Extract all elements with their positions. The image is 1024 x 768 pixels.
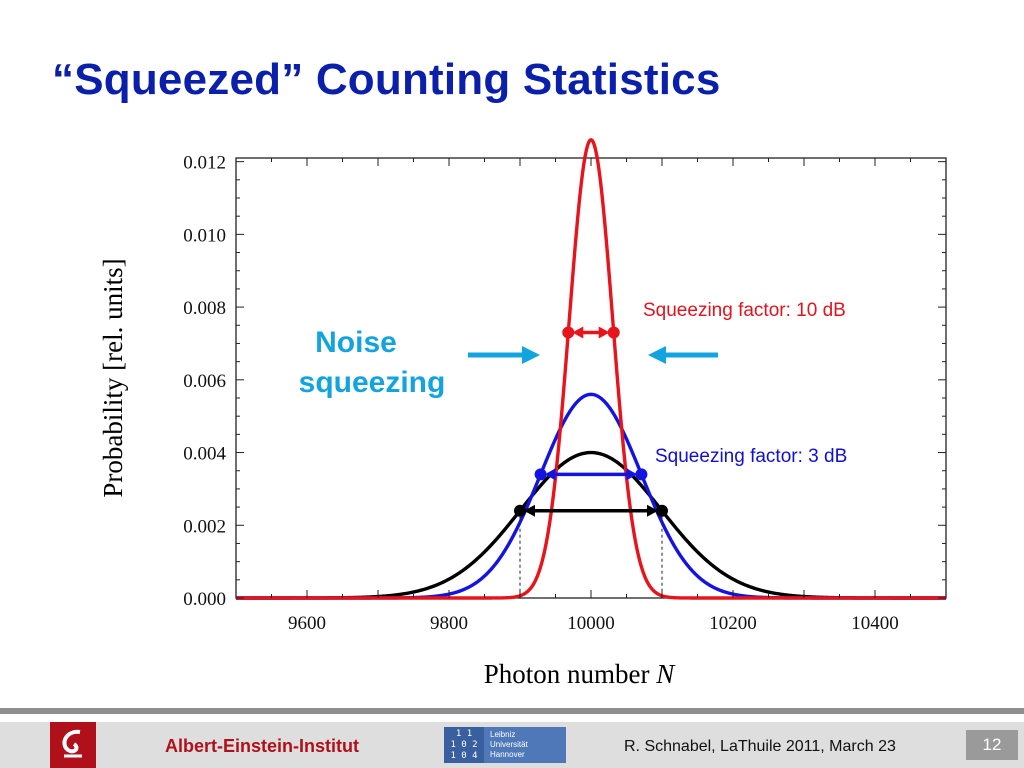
x-tick-label: 10400	[851, 613, 899, 634]
width-arrowhead-left-1	[544, 468, 556, 481]
right-arrow-icon	[648, 346, 718, 364]
label-10db: Squeezing factor: 10 dB	[643, 300, 846, 321]
curve-series-1	[236, 392, 946, 600]
width-dot-right-0	[607, 326, 620, 339]
curve-series-0	[236, 138, 946, 600]
slide-title: “Squeezed” Counting Statistics	[52, 55, 721, 104]
width-arrowhead-left-0	[572, 326, 584, 339]
probability-chart: 9600 9800 10000 10200 10400 0.000 0.002 0.004 0.…	[98, 138, 947, 689]
y-tick-label: 0.004	[183, 444, 226, 465]
noise-squeezing-line1: Noise	[315, 326, 397, 359]
x-axis-title-var: N	[655, 659, 676, 689]
page-number: 12	[966, 730, 1018, 760]
aei-logo-icon	[50, 722, 96, 768]
y-tick-label: 0.000	[183, 589, 226, 610]
luh-name-3: Hannover	[490, 750, 525, 759]
institute-name: Albert-Einstein-Institut	[165, 736, 359, 756]
y-tick-label: 0.006	[183, 371, 226, 392]
x-tick-label: 10200	[709, 613, 757, 634]
luh-name-1: Leibniz	[490, 730, 516, 739]
x-tick-label: 9600	[288, 613, 326, 634]
width-dot-right-2	[656, 504, 668, 517]
width-arrowhead-right-1	[626, 468, 638, 481]
y-tick-label: 0.010	[183, 225, 226, 246]
width-arrowhead-left-2	[524, 504, 535, 517]
width-dot-left-1	[534, 468, 547, 481]
width-arrowhead-right-2	[647, 504, 658, 517]
width-dot-right-1	[635, 468, 648, 481]
x-axis-title: Photon number N	[484, 659, 677, 689]
chart-markers	[514, 326, 668, 598]
y-tick-label: 0.002	[183, 516, 226, 537]
width-dot-left-0	[562, 326, 575, 339]
width-arrowhead-right-0	[598, 326, 610, 339]
x-tick-label: 9800	[430, 613, 468, 634]
citation: R. Schnabel, LaThuile 2011, March 23	[624, 738, 896, 755]
y-axis-title: Probability [rel. units]	[98, 258, 128, 497]
x-tick-label: 10000	[567, 613, 615, 634]
luh-name-2: Universität	[490, 740, 528, 749]
label-3db: Squeezing factor: 3 dB	[655, 446, 847, 467]
left-arrow-icon	[468, 346, 540, 364]
noise-squeezing-line2: squeezing	[299, 366, 446, 399]
width-dot-left-2	[514, 504, 526, 517]
chart-curves	[236, 138, 946, 600]
x-axis-title-text: Photon number	[484, 659, 657, 689]
y-tick-label: 0.008	[183, 298, 226, 319]
chart-ticks: 9600 9800 10000 10200 10400 0.000 0.002 0.004 0.…	[183, 153, 947, 634]
luh-logo-text: Leibniz Universität Hannover	[484, 730, 528, 760]
y-tick-label: 0.012	[183, 153, 226, 174]
